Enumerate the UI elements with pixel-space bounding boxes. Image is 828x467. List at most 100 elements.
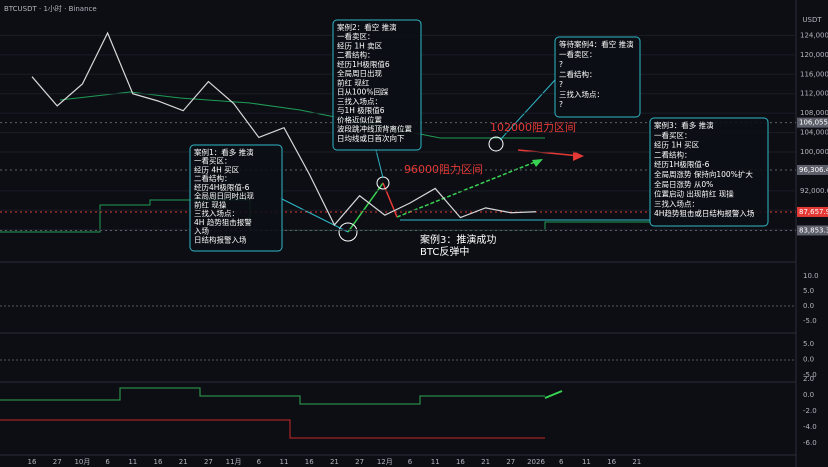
x-tick-label: 27 bbox=[204, 458, 213, 466]
annotation-line: 二看结构： bbox=[654, 149, 692, 159]
price-tag bbox=[797, 206, 828, 217]
x-tick-label: 27 bbox=[506, 458, 515, 466]
y-tick-label: 124,000.00 bbox=[800, 31, 828, 39]
annotation-box bbox=[189, 144, 283, 252]
indicator-tick: 10.0 bbox=[803, 272, 819, 280]
annotation-line: 一看买区： bbox=[194, 157, 232, 166]
currency: USDT bbox=[802, 16, 822, 24]
indicator-line bbox=[0, 387, 545, 405]
x-tick-label: 16 bbox=[607, 458, 616, 466]
annotation-line: 全局周日同时出现 bbox=[194, 191, 254, 201]
indicator-tick: 5.0 bbox=[803, 287, 814, 295]
symbol: BTCUSDT · 1小时 · Binance bbox=[4, 4, 97, 13]
annotation-box bbox=[554, 36, 641, 118]
indicator-tick: 0.0 bbox=[803, 391, 814, 399]
marker-circle bbox=[338, 222, 358, 242]
indicator-tick: -4.0 bbox=[803, 423, 817, 431]
annotation-line: 经历1H极限值6 bbox=[337, 59, 390, 69]
annotation-line: 经历4H极限值-6 bbox=[194, 182, 250, 192]
x-tick-label: 11 bbox=[128, 458, 137, 466]
x-tick-label: 11月 bbox=[226, 458, 242, 466]
annotation-line: ? bbox=[559, 80, 563, 89]
arrow bbox=[544, 390, 563, 399]
annotation-line: 案例2：看空 推演 bbox=[337, 22, 397, 32]
x-tick-label: 11 bbox=[431, 458, 440, 466]
annotation-line: 案例1：看多 推演 bbox=[194, 147, 254, 157]
annotation-line: 位置启动 出现前红 现操 bbox=[654, 189, 734, 199]
x-tick-label: 6 bbox=[105, 458, 110, 466]
price-line bbox=[31, 31, 537, 226]
x-tick-label: 6 bbox=[257, 458, 262, 466]
annotation-line: 波段跳冲线顶背离位置 bbox=[337, 124, 412, 134]
annotation-line: 全局周日出现 bbox=[337, 68, 382, 78]
annotation-line: 日从100%回踩 bbox=[337, 87, 389, 97]
y-tick-label: 120,000.00 bbox=[800, 51, 828, 59]
annotation-line: 三找入场点： bbox=[654, 198, 699, 208]
x-tick-label: 12月 bbox=[377, 458, 393, 466]
price-tag bbox=[797, 164, 828, 175]
annotation-line: 三找入场点： bbox=[337, 96, 382, 106]
x-tick-label: 16 bbox=[154, 458, 163, 466]
x-tick-label: 27 bbox=[355, 458, 364, 466]
price-tag-label: 96,306.49 bbox=[799, 166, 828, 174]
indicator-tick: -2.0 bbox=[803, 407, 817, 415]
y-tick-label: 116,000.00 bbox=[800, 70, 828, 78]
indicator-tick: 2.0 bbox=[803, 375, 814, 383]
y-tick-label: 100,000.00 bbox=[800, 148, 828, 156]
x-tick-label: 16 bbox=[456, 458, 465, 466]
indicator-tick: 5.0 bbox=[803, 340, 814, 348]
annotation-line: ? bbox=[559, 100, 563, 109]
annotation-box bbox=[332, 19, 422, 151]
annotation-line: ? bbox=[559, 60, 563, 69]
annotation-line: 前红 现红 bbox=[337, 77, 370, 87]
connector bbox=[279, 197, 349, 233]
annotation-line: 价格近似位置 bbox=[337, 114, 382, 124]
arrowhead bbox=[532, 159, 543, 167]
marker-circle bbox=[488, 136, 504, 152]
annotation-line: 经历1H极限值-6 bbox=[654, 159, 710, 169]
price-tag bbox=[797, 225, 828, 236]
annotation-line: 一看卖区： bbox=[559, 50, 597, 59]
arrowhead bbox=[573, 151, 584, 161]
price-tag bbox=[797, 117, 828, 128]
annotation-line: 经历 4H 买区 bbox=[194, 164, 240, 174]
x-tick-label: 6 bbox=[559, 458, 564, 466]
chart-label: 102000阻力区间 bbox=[490, 121, 576, 134]
x-tick-label: 16 bbox=[305, 458, 314, 466]
y-tick-label: 92,000.00 bbox=[800, 187, 828, 195]
annotation-line: 日结构报警入场 bbox=[194, 234, 247, 244]
arrow bbox=[517, 149, 581, 157]
x-tick-label: 11 bbox=[582, 458, 591, 466]
x-tick-label: 11 bbox=[280, 458, 289, 466]
annotation-line: 二看结构： bbox=[194, 173, 232, 183]
chart-label: BTC反弹中 bbox=[420, 245, 469, 258]
annotation-line: 前红 现操 bbox=[194, 199, 227, 209]
price-tag-label: 83,853.38 bbox=[799, 226, 828, 234]
y-tick-label: 104,000.00 bbox=[800, 129, 828, 137]
annotation-line: 一看卖区： bbox=[337, 32, 375, 41]
annotation-line: 经历 1H 卖区 bbox=[337, 40, 383, 50]
indicator-line bbox=[0, 419, 545, 439]
indicator-tick: -6.0 bbox=[803, 439, 817, 447]
indicator-tick: 0.0 bbox=[803, 356, 814, 364]
x-tick-label: 27 bbox=[53, 458, 62, 466]
y-tick-label: 112,000.00 bbox=[800, 90, 828, 98]
annotation-line: 等待案例4：看空 推演 bbox=[559, 39, 634, 49]
indicator-tick: -5.0 bbox=[803, 317, 817, 325]
x-tick-label: 2026 bbox=[527, 458, 545, 466]
annotation-line: 案例3：看多 推演 bbox=[654, 120, 714, 130]
chart-label: 案例3：推演成功 bbox=[420, 233, 496, 246]
annotation-line: 一看买区： bbox=[654, 131, 692, 140]
connector bbox=[375, 149, 384, 179]
indicator-tick: -5.0 bbox=[803, 371, 817, 379]
price-tag-label: 87,657.96 bbox=[799, 208, 828, 216]
annotation-line: 全局日涨势 从0% bbox=[654, 179, 713, 189]
annotation-line: 4H 趋势狙击报警 bbox=[194, 217, 252, 227]
connector bbox=[499, 79, 556, 141]
annotation-line: 二看结构： bbox=[559, 69, 597, 79]
x-tick-label: 21 bbox=[481, 458, 490, 466]
annotation-line: 二看结构： bbox=[337, 50, 375, 60]
annotation-line: 三找入场点： bbox=[194, 208, 239, 218]
